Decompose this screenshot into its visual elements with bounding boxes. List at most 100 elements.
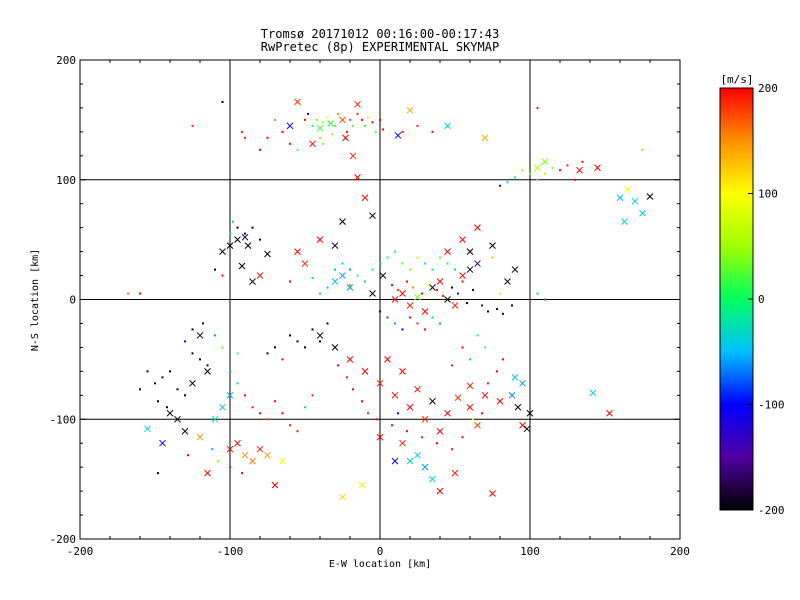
data-point-dot: [217, 460, 219, 463]
data-point-dot: [461, 280, 464, 283]
data-point-cross: [391, 296, 399, 303]
data-point-dot: [229, 232, 231, 235]
data-point-cross: [421, 308, 429, 315]
data-point-cross: [234, 439, 241, 447]
data-point-cross: [249, 278, 256, 285]
data-point-dot: [364, 280, 366, 283]
data-point-cross: [196, 433, 204, 441]
x-tick-label: 100: [520, 545, 540, 558]
data-point-cross: [399, 290, 406, 297]
y-tick-label: 0: [69, 294, 76, 307]
data-point-dot: [641, 148, 644, 151]
data-point-cross: [339, 493, 346, 501]
data-point-dot: [581, 160, 584, 163]
data-point-dot: [574, 178, 576, 181]
data-point-dot: [289, 280, 291, 283]
data-point-cross: [379, 272, 387, 279]
data-point-cross: [361, 367, 369, 375]
data-point-dot: [161, 376, 164, 379]
data-point-dot: [296, 430, 299, 433]
data-point-cross: [481, 391, 489, 399]
data-point-dot: [166, 406, 168, 409]
data-point-dot: [446, 262, 449, 265]
data-point-dot: [281, 412, 284, 415]
data-point-cross: [466, 382, 474, 390]
data-point-dot: [416, 322, 419, 325]
data-point-cross: [451, 469, 459, 477]
data-point-dot: [334, 124, 336, 127]
data-point-cross: [511, 373, 519, 381]
data-point-cross: [309, 140, 316, 148]
data-points: [127, 98, 654, 501]
data-point-cross: [342, 134, 349, 142]
data-point-cross: [166, 409, 174, 417]
data-point-dot: [316, 118, 318, 121]
data-point-dot: [157, 472, 159, 475]
data-point-cross: [519, 379, 526, 387]
data-point-dot: [311, 328, 314, 331]
data-point-dot: [382, 128, 384, 131]
data-point-cross: [226, 445, 234, 453]
data-point-dot: [356, 112, 359, 115]
data-point-dot: [352, 124, 354, 127]
data-point-dot: [457, 292, 459, 295]
data-point-dot: [454, 268, 456, 271]
data-point-cross: [354, 174, 361, 181]
data-point-dot: [326, 322, 329, 325]
data-point-dot: [349, 268, 351, 271]
data-point-dot: [431, 130, 434, 133]
data-point-cross: [399, 439, 406, 447]
data-point-cross: [414, 451, 421, 459]
colorbar-ticks: -200 -100 0 100 200: [748, 82, 785, 517]
data-point-dot: [139, 292, 141, 295]
data-point-dot: [184, 394, 186, 397]
data-point-dot: [241, 130, 243, 133]
data-point-dot: [322, 142, 324, 145]
data-point-dot: [274, 400, 276, 403]
data-point-cross: [616, 194, 624, 202]
data-point-dot: [481, 304, 483, 307]
data-point-dot: [409, 268, 411, 271]
data-point-dot: [176, 388, 179, 391]
data-point-cross: [339, 272, 346, 279]
data-point-cross: [226, 391, 234, 399]
data-point-dot: [259, 238, 261, 241]
data-point-dot: [409, 316, 411, 319]
data-point-dot: [487, 382, 489, 385]
data-point-dot: [337, 364, 339, 367]
data-point-dot: [221, 346, 224, 349]
data-point-dot: [184, 340, 186, 343]
data-point-dot: [491, 256, 494, 259]
data-point-dot: [241, 472, 243, 475]
data-point-dot: [416, 256, 419, 259]
data-point-dot: [431, 268, 434, 271]
data-point-cross: [286, 122, 294, 130]
data-point-dot: [211, 448, 213, 451]
data-point-cross: [316, 332, 324, 339]
data-point-dot: [379, 262, 381, 265]
data-point-cross: [339, 116, 346, 124]
data-point-cross: [204, 367, 211, 375]
data-point-cross: [414, 385, 421, 393]
data-point-dot: [487, 310, 489, 313]
data-point-dot: [296, 340, 299, 343]
data-point-dot: [379, 118, 381, 121]
data-point-dot: [374, 130, 377, 133]
data-point-dot: [356, 274, 359, 277]
data-point-cross: [238, 262, 246, 270]
data-point-dot: [307, 112, 309, 115]
data-point-cross: [406, 106, 414, 114]
data-point-dot: [154, 382, 156, 385]
data-point-dot: [191, 352, 194, 355]
data-point-cross: [466, 403, 474, 411]
data-point-dot: [401, 130, 404, 133]
chart-subtitle: RwPretec (8p) EXPERIMENTAL SKYMAP: [261, 40, 499, 54]
data-point-dot: [187, 454, 189, 457]
data-point-dot: [451, 286, 453, 289]
colorbar-tick-label: -100: [758, 399, 785, 412]
data-point-dot: [244, 232, 246, 235]
data-point-cross: [241, 233, 249, 241]
data-point-dot: [326, 116, 329, 119]
data-point-dot: [139, 388, 141, 391]
colorbar-tick-label: 100: [758, 188, 778, 201]
